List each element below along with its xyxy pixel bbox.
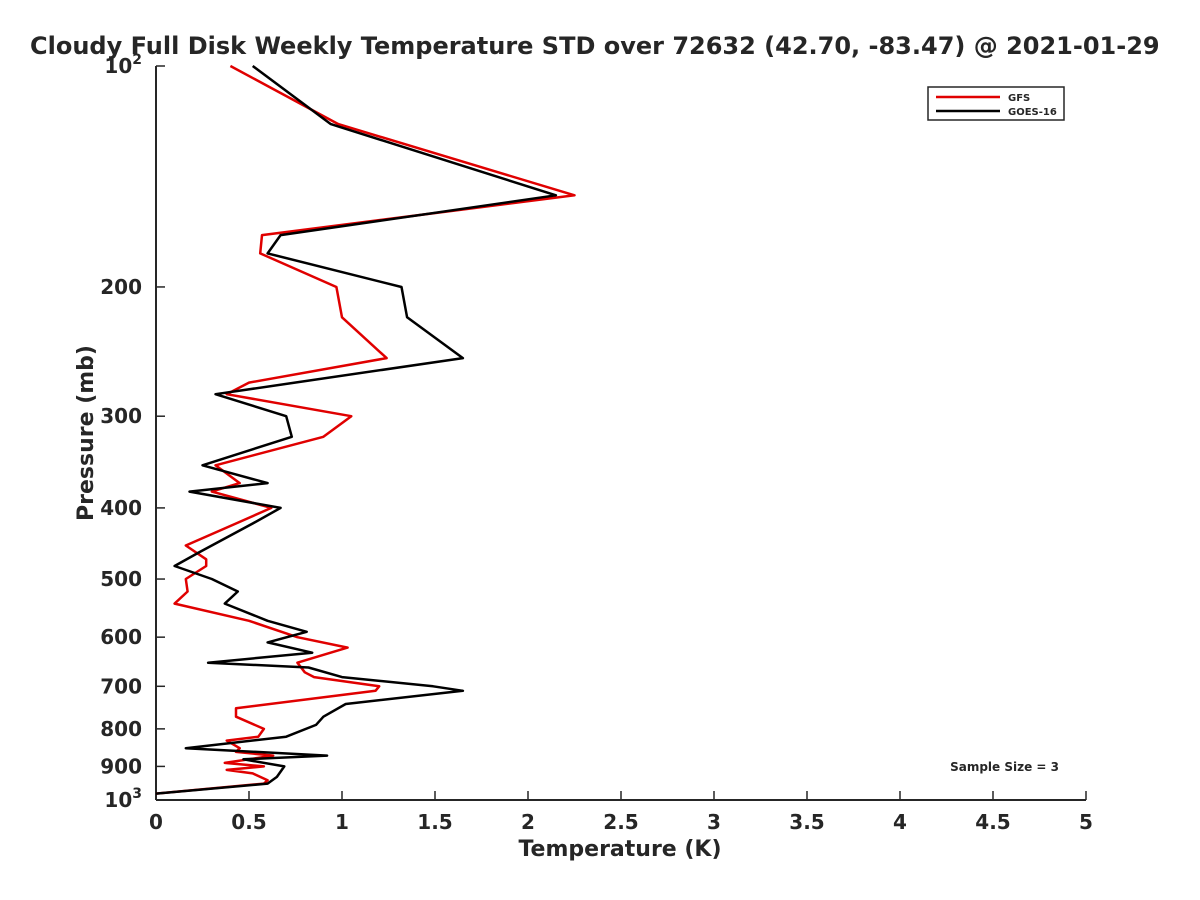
y-tick-label: 300 <box>100 404 142 428</box>
y-tick-label: 200 <box>100 275 142 299</box>
y-tick-label: 700 <box>100 674 142 698</box>
y-tick-label: 800 <box>100 717 142 741</box>
x-tick-label: 0.5 <box>231 810 266 834</box>
x-tick-label: 5 <box>1079 810 1093 834</box>
x-tick-label: 4.5 <box>975 810 1010 834</box>
series-line-goes-16 <box>155 64 558 795</box>
chart-title: Cloudy Full Disk Weekly Temperature STD … <box>30 32 1160 60</box>
plot-area: 0 0.5 1 1.5 2 2.5 3 3.5 4 4.5 5 102 200 300 400 500 600 7… <box>100 52 1093 834</box>
legend-frame <box>927 86 1065 121</box>
x-tick-label: 2.5 <box>603 810 638 834</box>
legend-label: GOES-16 <box>1008 107 1057 118</box>
y-tick-label: 900 <box>100 754 142 778</box>
x-tick-label: 1 <box>335 810 349 834</box>
x-tick-label: 3 <box>707 810 721 834</box>
x-tick-label: 3.5 <box>789 810 824 834</box>
y-tick-label: 600 <box>100 625 142 649</box>
x-tick-label: 0 <box>149 810 163 834</box>
x-tick-label: 4 <box>893 810 907 834</box>
legend: GFS GOES-16 <box>927 86 1065 121</box>
y-axis-label: Pressure (mb) <box>74 345 99 521</box>
y-tick-label: 103 <box>104 786 142 812</box>
y-tick-label: 102 <box>104 52 142 78</box>
legend-label: GFS <box>1008 93 1030 104</box>
series-line-gfs <box>155 64 576 795</box>
x-tick-label: 2 <box>521 810 535 834</box>
x-tick-label: 1.5 <box>417 810 452 834</box>
sample-size-annotation: Sample Size = 3 <box>950 760 1059 774</box>
y-tick-label: 500 <box>100 567 142 591</box>
y-tick-label: 400 <box>100 496 142 520</box>
x-axis-label: Temperature (K) <box>518 837 721 862</box>
